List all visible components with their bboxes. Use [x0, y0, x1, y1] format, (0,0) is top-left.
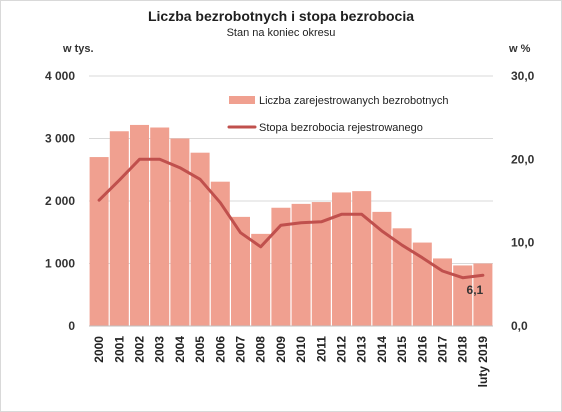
x-tick-label: 2013	[355, 336, 369, 363]
x-tick-label: luty 2019	[476, 336, 490, 388]
bar	[412, 242, 432, 326]
x-tick-label: 2010	[294, 336, 308, 363]
right-tick-label: 20,0	[511, 152, 535, 166]
x-tick-label: 2003	[153, 336, 167, 363]
rate-line	[97, 157, 485, 280]
left-tick-label: 3 000	[45, 132, 75, 146]
chart-subtitle: Stan na koniec okresu	[227, 27, 336, 39]
x-tick-label: 2016	[415, 336, 429, 363]
x-tick-label: 2017	[436, 336, 450, 363]
bar	[332, 192, 351, 326]
bar	[291, 203, 311, 326]
x-tick-label: 2007	[234, 336, 248, 363]
legend-bar-swatch	[229, 96, 255, 104]
x-tick-label: 2014	[375, 336, 389, 363]
right-tick-label: 10,0	[511, 236, 535, 250]
x-tick-label: 2004	[173, 336, 187, 363]
right-axis: 0,0 10,0 20,0 30,0	[511, 69, 535, 333]
x-tick-label: 2009	[274, 336, 288, 363]
x-tick-label: 2008	[254, 336, 268, 363]
gridlines	[89, 75, 493, 327]
left-tick-label: 0	[68, 319, 75, 333]
bar	[130, 124, 149, 326]
left-tick-label: 2 000	[45, 194, 75, 208]
bar	[372, 211, 392, 326]
x-tick-label: 2015	[395, 336, 409, 363]
bar	[473, 263, 493, 326]
legend-line-label: Stopa bezrobocia rejestrowanego	[259, 122, 423, 134]
left-axis-unit: w tys.	[62, 43, 94, 55]
bar	[433, 258, 452, 326]
bar	[392, 228, 412, 326]
x-tick-label: 2006	[213, 336, 227, 363]
x-tick-label: 2011	[314, 336, 328, 362]
bar	[89, 157, 109, 326]
bar	[210, 181, 230, 326]
x-tick-label: 2002	[133, 336, 147, 363]
right-axis-unit: w %	[508, 43, 531, 55]
bar	[271, 207, 291, 326]
right-tick-label: 30,0	[511, 69, 535, 83]
bar-series	[89, 124, 493, 326]
bar	[311, 202, 331, 326]
legend: Liczba zarejestrowanych bezrobotnych Stop…	[227, 95, 449, 134]
right-tick-label: 0,0	[511, 319, 528, 333]
x-axis: 2000 2001 2002 2003 2004 2005 2006 2007 2008 2009…	[89, 325, 493, 388]
bar	[150, 127, 170, 326]
bar	[109, 131, 129, 326]
x-tick-label: 2012	[335, 336, 349, 363]
bar	[190, 152, 210, 326]
left-tick-label: 1 000	[45, 257, 75, 271]
bar	[251, 233, 271, 326]
x-tick-label: 2005	[193, 336, 207, 363]
bar	[170, 138, 190, 326]
left-axis: 0 1 000 2 000 3 000 4 000	[45, 69, 75, 333]
x-tick-label: 2001	[112, 336, 126, 363]
x-tick-label: 2018	[456, 336, 470, 363]
bar	[352, 191, 372, 326]
line-series	[97, 157, 485, 280]
bar	[231, 216, 250, 326]
data-label-annotation: 6,1	[467, 283, 484, 297]
legend-bar-label: Liczba zarejestrowanych bezrobotnych	[259, 95, 449, 107]
chart-title: Liczba bezrobotnych i stopa bezrobocia	[148, 8, 414, 24]
x-tick-label: 2000	[92, 336, 106, 363]
annotations: 6,1	[467, 283, 484, 297]
left-tick-label: 4 000	[45, 69, 75, 83]
bar	[453, 265, 473, 326]
